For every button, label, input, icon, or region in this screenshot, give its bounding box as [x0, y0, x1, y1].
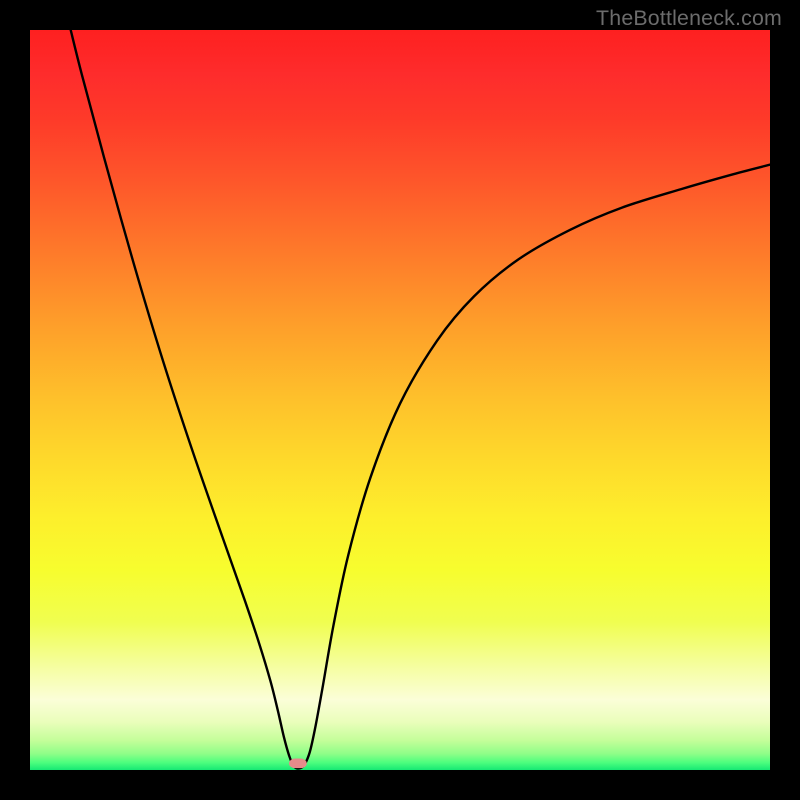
- minimum-marker: [289, 759, 307, 769]
- watermark-text: TheBottleneck.com: [596, 6, 782, 31]
- chart-container: TheBottleneck.com: [0, 0, 800, 800]
- bottleneck-chart: [0, 0, 800, 800]
- chart-background: [30, 30, 770, 770]
